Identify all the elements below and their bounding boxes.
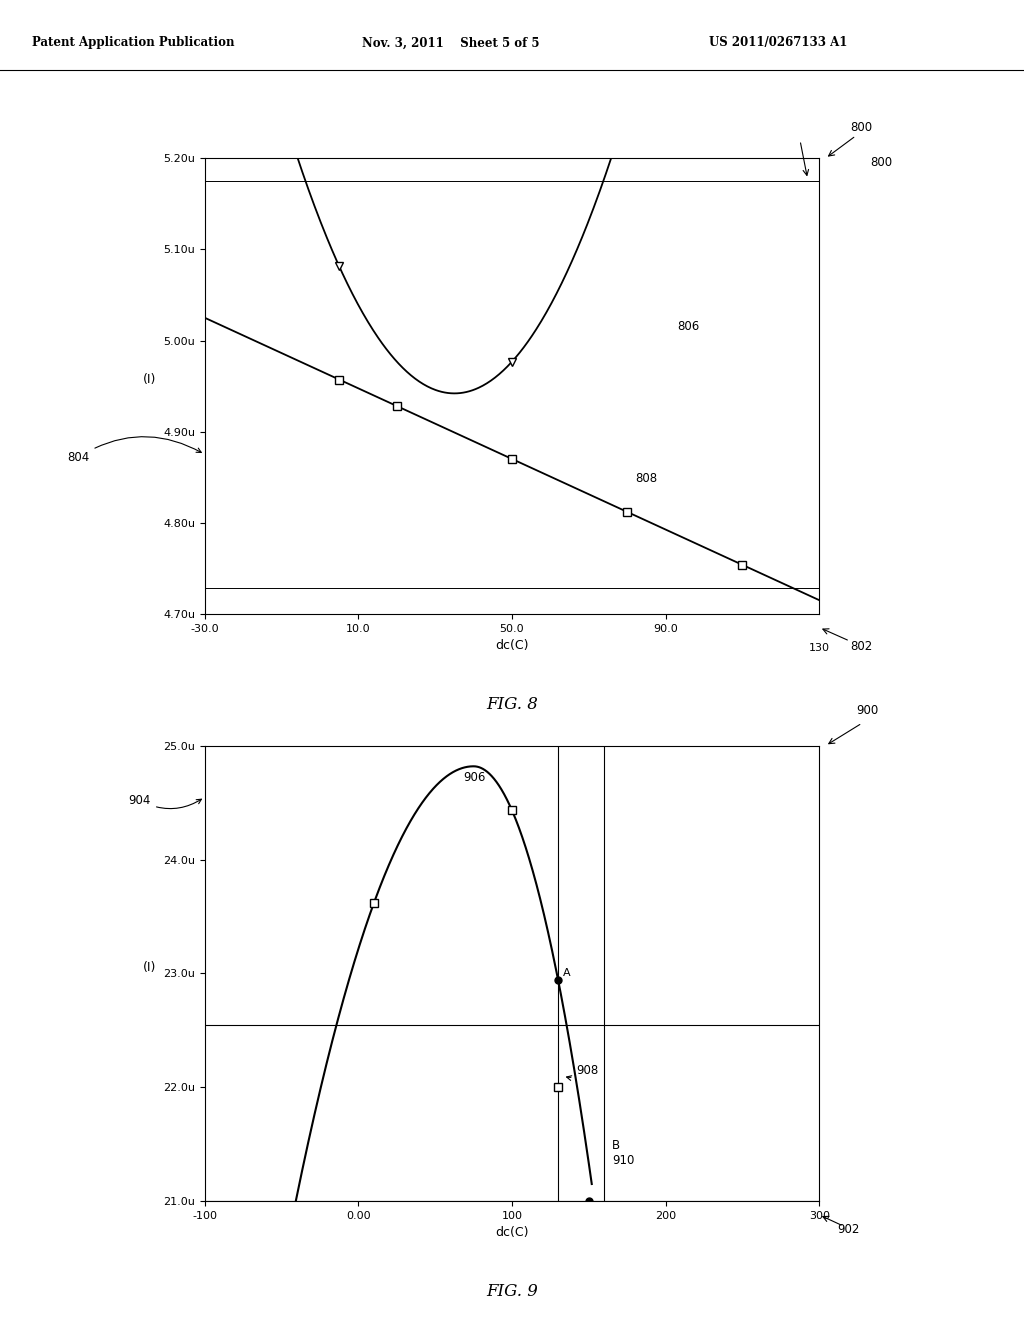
- Text: B
910: B 910: [612, 1139, 634, 1167]
- Text: 802: 802: [850, 640, 872, 653]
- Text: Nov. 3, 2011    Sheet 5 of 5: Nov. 3, 2011 Sheet 5 of 5: [361, 37, 540, 49]
- X-axis label: dc(C): dc(C): [496, 639, 528, 652]
- Text: 902: 902: [838, 1224, 860, 1236]
- X-axis label: dc(C): dc(C): [496, 1226, 528, 1239]
- Text: 808: 808: [635, 471, 657, 484]
- Text: 130: 130: [809, 643, 829, 653]
- Text: 906: 906: [463, 771, 485, 784]
- Text: 904: 904: [129, 793, 202, 809]
- Text: US 2011/0267133 A1: US 2011/0267133 A1: [709, 37, 848, 49]
- Text: 804: 804: [68, 437, 202, 463]
- Text: 806: 806: [677, 319, 699, 333]
- Text: 800: 800: [870, 156, 893, 169]
- Y-axis label: (I): (I): [142, 374, 156, 385]
- Y-axis label: (I): (I): [142, 961, 156, 974]
- Text: 908: 908: [566, 1064, 599, 1080]
- Text: FIG. 9: FIG. 9: [486, 1283, 538, 1300]
- Text: 900: 900: [856, 704, 879, 717]
- Text: 800: 800: [850, 121, 872, 135]
- Text: FIG. 8: FIG. 8: [486, 696, 538, 713]
- Text: Patent Application Publication: Patent Application Publication: [32, 37, 234, 49]
- Text: A: A: [563, 969, 570, 978]
